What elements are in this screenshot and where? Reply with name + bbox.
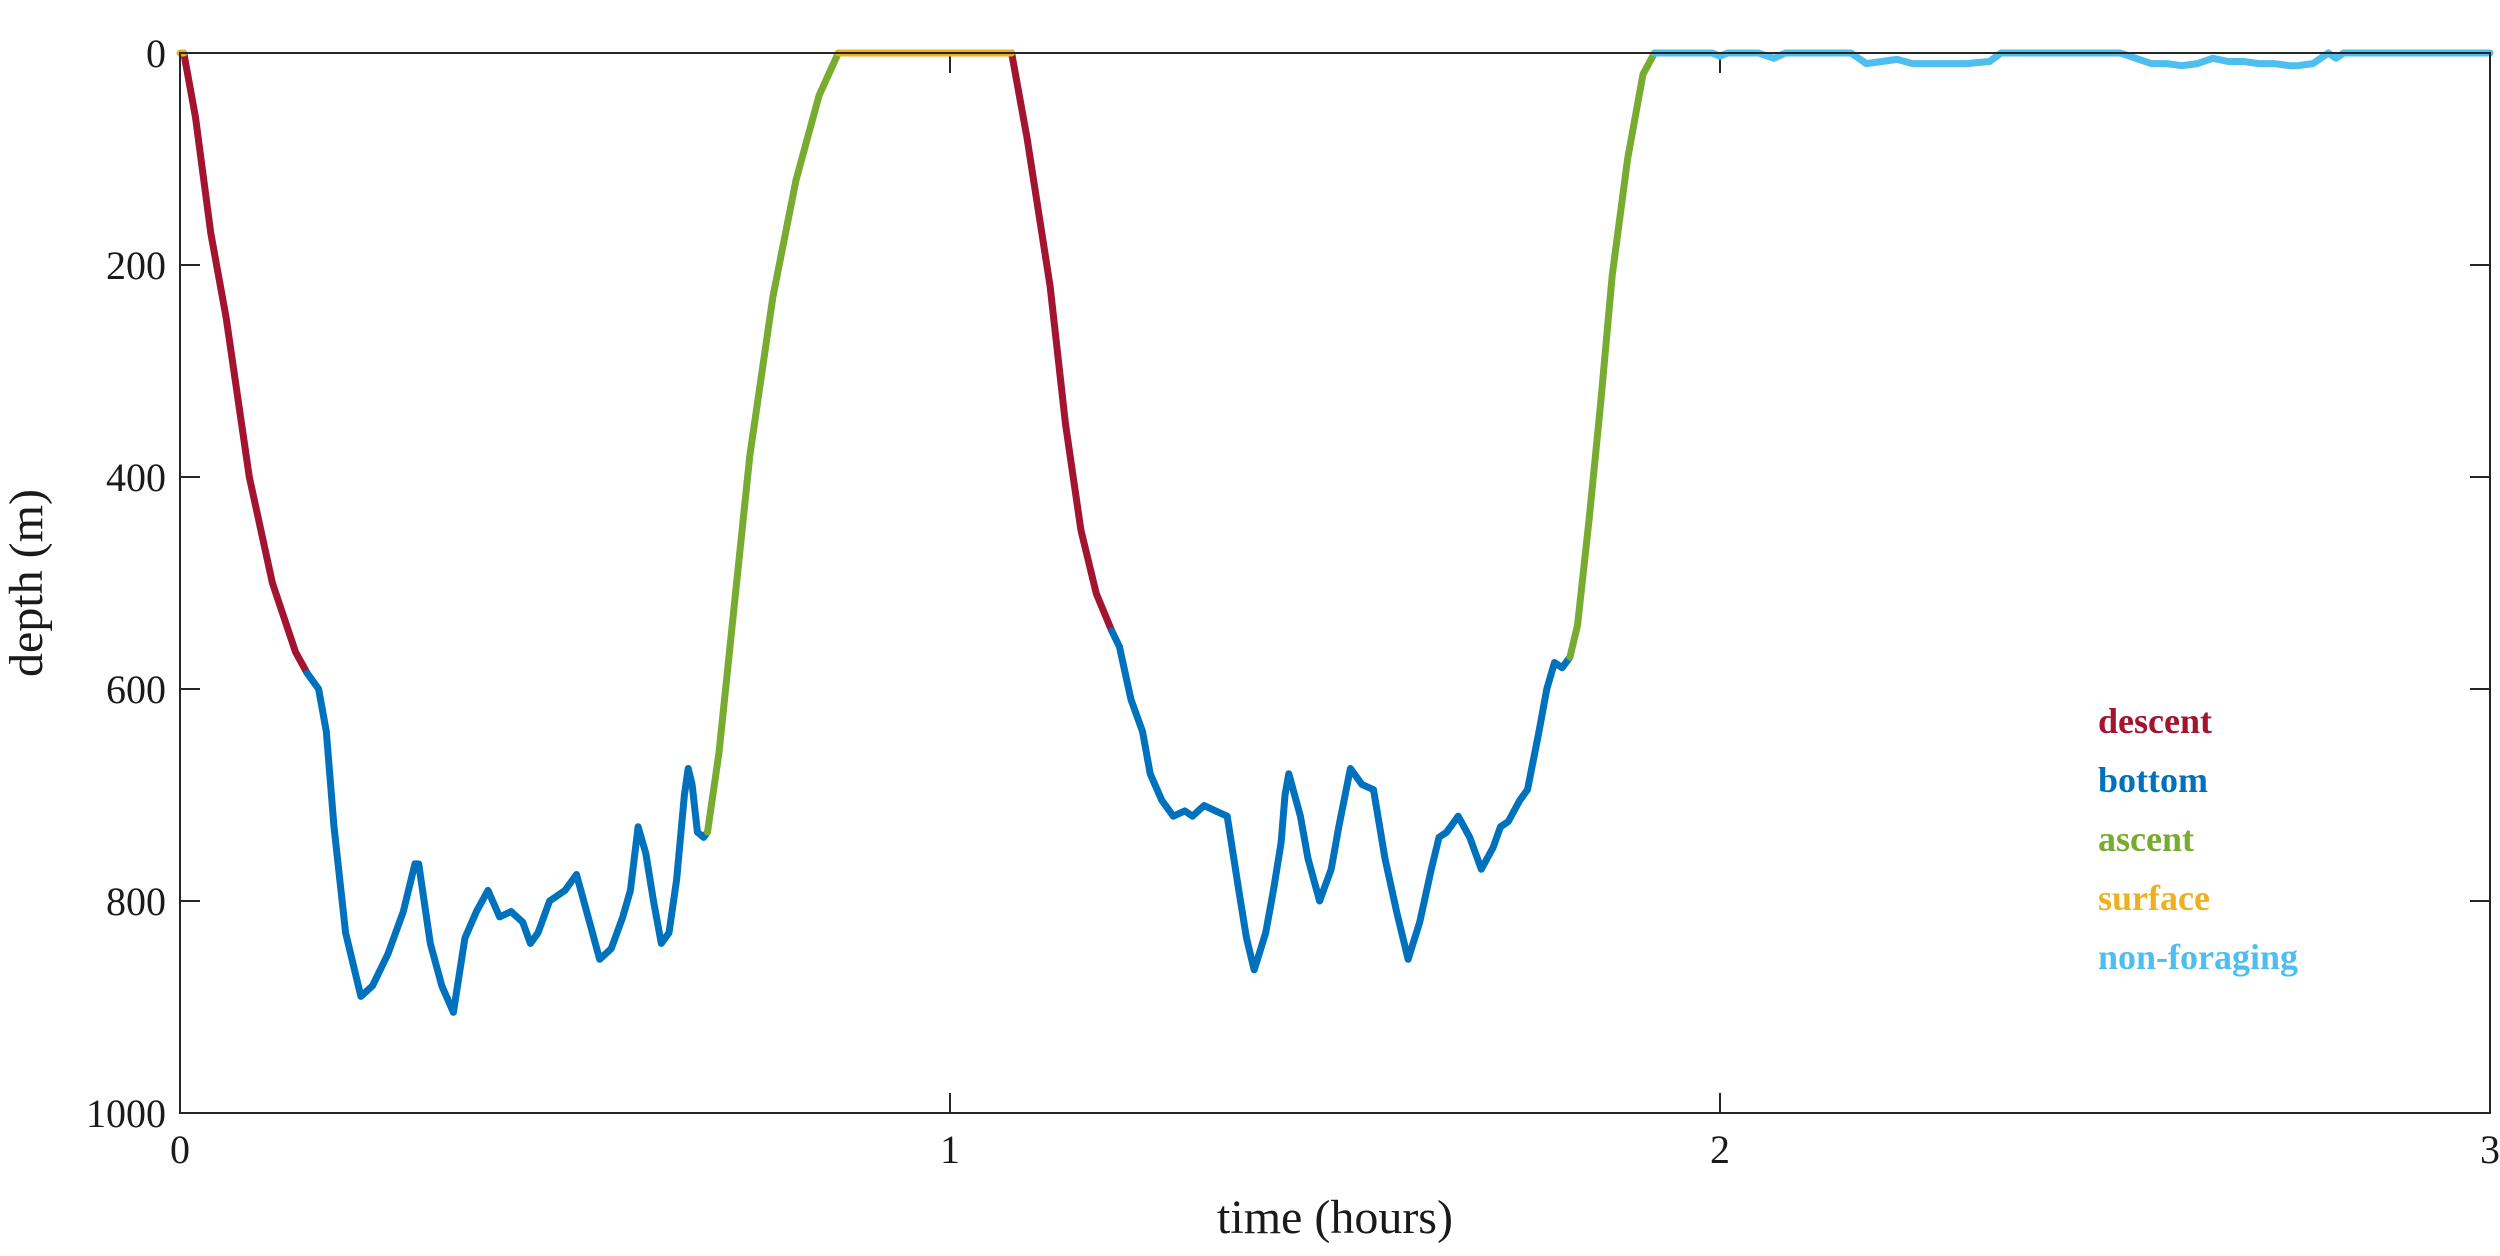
- legend-entry-surface: surface: [2098, 878, 2210, 918]
- legend-entry-ascent: ascent: [2098, 819, 2194, 859]
- series-line-ascent: [1566, 49, 1658, 661]
- x-tick-label: 1: [940, 1127, 960, 1172]
- y-tick-label: 0: [146, 31, 166, 76]
- series-line-ascent: [704, 49, 842, 836]
- y-tick-label: 400: [106, 455, 166, 500]
- legend: descent bottom ascent surface non-foraging: [2098, 701, 2298, 977]
- x-tick-labels: 0 1 2 3: [170, 1127, 2500, 1172]
- legend-entry-descent: descent: [2098, 701, 2212, 741]
- series-line-bottom: [303, 669, 711, 1016]
- x-tick-label: 0: [170, 1127, 190, 1172]
- y-tick-label: 1000: [86, 1091, 166, 1136]
- y-tick-label: 200: [106, 243, 166, 288]
- legend-entry-non-foraging: non-foraging: [2098, 937, 2298, 977]
- x-tick-label: 3: [2480, 1127, 2500, 1172]
- y-tick-labels: 0 200 400 600 800 1000: [86, 31, 166, 1136]
- plot-lines: [176, 49, 2494, 1016]
- x-axis-title: time (hours): [1217, 1191, 1453, 1244]
- series-line-descent: [1008, 49, 1116, 635]
- y-tick-label: 600: [106, 667, 166, 712]
- legend-entry-bottom: bottom: [2098, 760, 2208, 800]
- x-tick-label: 2: [1710, 1127, 1730, 1172]
- series-line-bottom: [1108, 627, 1574, 974]
- series-line-descent: [180, 49, 311, 677]
- y-axis-title: depth (m): [0, 489, 53, 677]
- y-tick-label: 800: [106, 879, 166, 924]
- plot-area-frame: [179, 52, 2491, 1114]
